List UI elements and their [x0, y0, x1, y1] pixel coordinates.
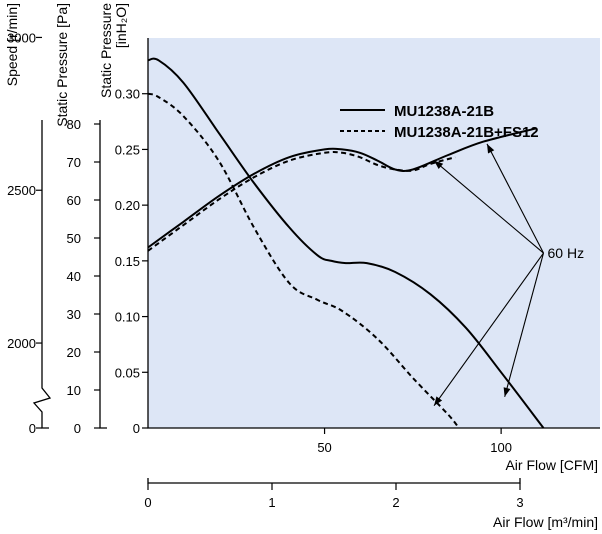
annotation-arrow-line-1 — [433, 160, 544, 254]
speed-tick-label: 0 — [29, 421, 36, 436]
pa-tick-label: 40 — [67, 269, 81, 284]
pa-tick-label: 60 — [67, 193, 81, 208]
y-axis-title-inh2o: Static Pressure — [98, 3, 114, 98]
series-pressure-solid-0 — [147, 57, 545, 429]
annotation-arrow-line-2 — [504, 252, 545, 397]
y-axis-title-inh2o-unit: [inH₂O] — [113, 3, 129, 48]
cfm-tick-label: 50 — [317, 440, 331, 455]
y-axis-title-speed: Speed [r/min] — [4, 3, 20, 86]
m3-tick-label: 2 — [392, 495, 399, 510]
inh2o-tick-label: 0.30 — [115, 87, 140, 102]
legend: MU1238A-21B MU1238A-21B+FS12 — [340, 103, 539, 141]
pa-tick-label: 80 — [67, 117, 81, 132]
series-speed-solid-2 — [147, 127, 537, 249]
speed-tick-label: 3000 — [7, 30, 36, 45]
m3-tick-label: 1 — [268, 495, 275, 510]
series-layer — [147, 57, 545, 429]
inh2o-tick-label: 0.05 — [115, 365, 140, 380]
pa-tick-label: 30 — [67, 307, 81, 322]
plot-background — [148, 38, 600, 428]
pa-tick-label: 20 — [67, 345, 81, 360]
series-speed-dashed-3 — [147, 151, 456, 252]
pa-tick-label: 70 — [67, 155, 81, 170]
x-axis-title-secondary: Air Flow [m³/min] — [493, 514, 598, 530]
pa-tick-label: 10 — [67, 383, 81, 398]
x-axis-title: Air Flow [CFM] — [505, 457, 598, 473]
annotation-arrow-head-0 — [487, 143, 495, 154]
annotation-arrow-line-3 — [433, 252, 544, 407]
annotation-arrow-head-1 — [434, 160, 444, 170]
m3-tick-label: 0 — [144, 495, 151, 510]
cfm-tick-label: 100 — [490, 440, 512, 455]
axis-ticks: 00.050.100.150.200.250.30010203040506070… — [7, 30, 524, 510]
m3-tick-label: 3 — [516, 495, 523, 510]
annotation-layer: 60 Hz — [433, 143, 585, 407]
pa-tick-label: 50 — [67, 231, 81, 246]
m3-axis-line — [147, 478, 521, 484]
annotation-arrow-line-0 — [486, 143, 544, 254]
pa-tick-label: 0 — [74, 421, 81, 436]
annotation-arrow-head-2 — [503, 387, 511, 397]
inh2o-tick-label: 0.15 — [115, 254, 140, 269]
annotation-label-60hz: 60 Hz — [548, 245, 585, 261]
annotation-arrow-head-3 — [434, 396, 443, 406]
inh2o-tick-label: 0.20 — [115, 198, 140, 213]
speed-axis-line — [32, 120, 52, 429]
inh2o-tick-label: 0.10 — [115, 310, 140, 325]
speed-tick-label: 2000 — [7, 336, 36, 351]
pa-axis-line — [99, 120, 107, 429]
inh2o-tick-label: 0.25 — [115, 142, 140, 157]
legend-label-solid: MU1238A-21B — [394, 103, 494, 120]
series-pressure-dashed-1 — [147, 92, 460, 429]
legend-label-dashed: MU1238A-21B+FS12 — [394, 124, 539, 141]
y-axis-title-pa: Static Pressure [Pa] — [54, 3, 70, 127]
speed-tick-label: 2500 — [7, 183, 36, 198]
inh2o-tick-label: 0 — [133, 421, 140, 436]
